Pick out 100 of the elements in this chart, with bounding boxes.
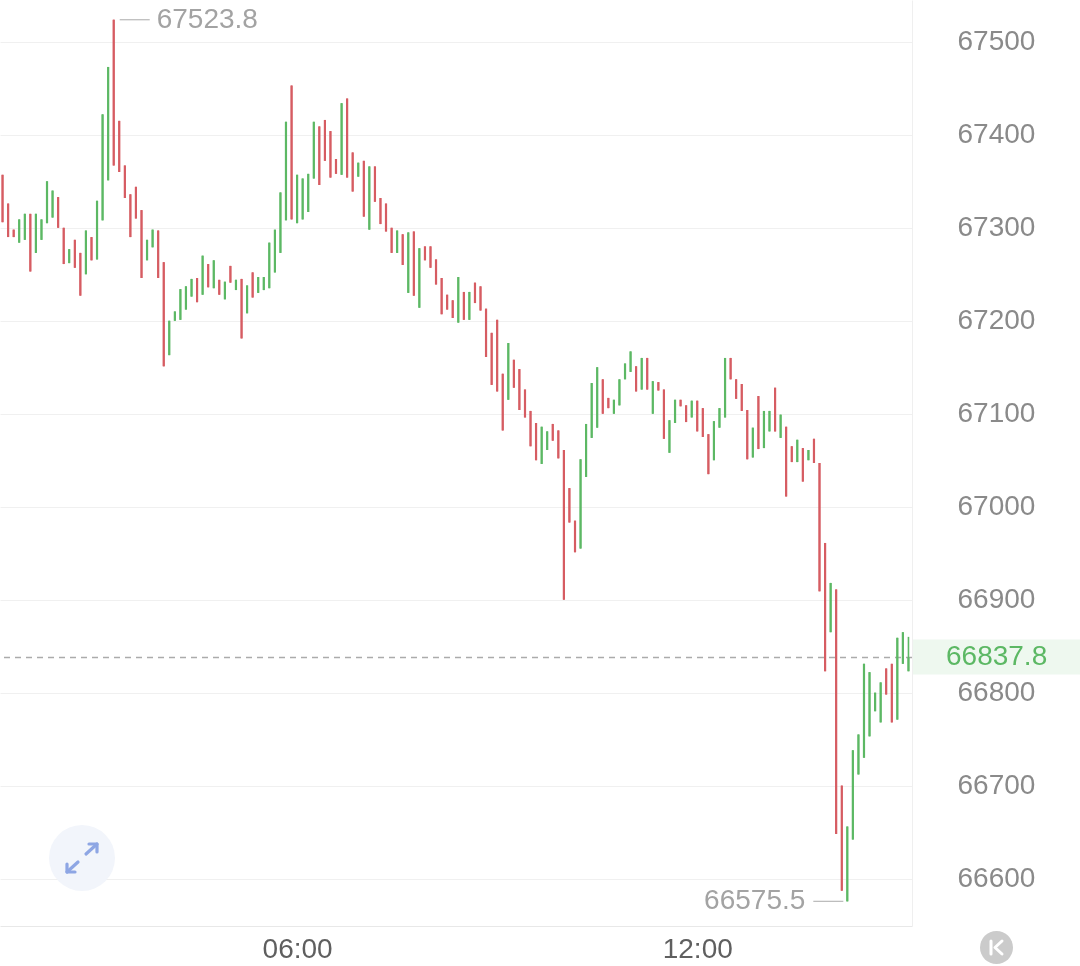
candlestick [440, 277, 443, 316]
y-tick-label: 66900 [957, 583, 1036, 615]
candlestick [1, 173, 4, 223]
candlestick [879, 681, 882, 724]
candlestick [896, 636, 899, 721]
candlestick [779, 413, 782, 439]
candlestick [696, 399, 699, 433]
candlestick [90, 236, 93, 262]
candlestick [735, 378, 738, 400]
candlestick [79, 252, 82, 297]
candlestick [312, 120, 315, 180]
candlestick [262, 276, 265, 291]
candlestick [179, 288, 182, 321]
candlestick [151, 228, 154, 249]
candlestick [646, 357, 649, 391]
candlestick [718, 407, 721, 429]
candlestick [68, 248, 71, 264]
candlestick [184, 285, 188, 311]
y-tick-label: 66600 [957, 862, 1036, 894]
annotation: 66575.5 [704, 884, 806, 916]
candlestick [568, 487, 571, 524]
candlestick [340, 102, 343, 176]
candlestick [212, 259, 215, 290]
candlestick [829, 582, 832, 634]
candlestick [868, 671, 871, 738]
candlestick [257, 276, 260, 294]
candlestick [540, 425, 543, 465]
candlestick [329, 130, 332, 179]
candlestick [290, 84, 293, 221]
candlestick [518, 368, 521, 411]
candlestick [129, 193, 132, 238]
candlestick [318, 125, 321, 186]
candlestick [351, 151, 354, 193]
candlestick [279, 191, 282, 254]
candlestick [368, 165, 371, 231]
candlestick [240, 278, 243, 340]
candlestick [201, 254, 204, 296]
candlestick [457, 276, 460, 324]
candlestick [29, 213, 32, 273]
y-tick-label: 66800 [957, 676, 1036, 708]
candlestick [546, 430, 549, 451]
candlestick [557, 429, 560, 460]
ref-line-label: 66837.8 [946, 640, 1048, 672]
y-tick-label: 66700 [957, 769, 1036, 801]
candlestick [907, 636, 910, 673]
x-tick-label: 12:00 [662, 932, 733, 964]
candlestick [51, 189, 54, 219]
candlestick [757, 395, 760, 450]
candlestick [551, 423, 554, 442]
candlestick [590, 382, 593, 439]
y-tick-label: 67500 [957, 25, 1036, 57]
y-tick-label: 67300 [957, 211, 1036, 243]
candlestick [746, 409, 749, 461]
candlestick [40, 218, 43, 241]
candlestick [418, 247, 421, 309]
x-tick-label: 06:00 [262, 932, 333, 964]
candlestick [357, 161, 360, 178]
candlestick [379, 197, 382, 225]
candlestick [140, 209, 143, 279]
candlestick [468, 291, 471, 321]
candlestick [401, 233, 404, 266]
candlestick [607, 397, 610, 409]
candlestick [218, 279, 221, 296]
candlestick [679, 398, 682, 408]
candlestick [651, 380, 654, 415]
candlestick [507, 342, 510, 401]
candlestick [101, 113, 104, 222]
candlestick [429, 245, 432, 269]
candlestick [268, 241, 271, 290]
y-tick-label: 67100 [957, 397, 1036, 429]
candlestick [618, 378, 621, 407]
candlestick [390, 226, 393, 254]
candlestick [479, 285, 482, 312]
candlestick [796, 438, 799, 463]
candlestick [807, 449, 810, 462]
candlestick [790, 445, 793, 463]
candlestick [251, 271, 254, 299]
candlestick [768, 410, 771, 433]
candlestick [118, 120, 121, 173]
candlestick [629, 350, 632, 373]
candlestick [707, 433, 710, 475]
candlestick [601, 378, 604, 415]
y-tick-label: 67400 [957, 118, 1036, 150]
annotation: 67523.8 [156, 2, 258, 34]
candlestick [62, 226, 65, 265]
candlestick [640, 357, 643, 391]
y-tick-label: 67000 [957, 490, 1036, 522]
candlestick [162, 261, 165, 368]
candlestick [846, 825, 849, 903]
candlestick [229, 265, 232, 284]
candlestick [501, 372, 504, 432]
candlestick [407, 231, 410, 294]
candlestick [818, 462, 821, 593]
candlestick [579, 458, 582, 550]
candlestick [840, 784, 843, 892]
candlestick [190, 278, 193, 298]
candlestick [451, 299, 454, 319]
candlestick [490, 332, 493, 386]
candlestick [18, 218, 21, 244]
candlestick [857, 733, 860, 776]
